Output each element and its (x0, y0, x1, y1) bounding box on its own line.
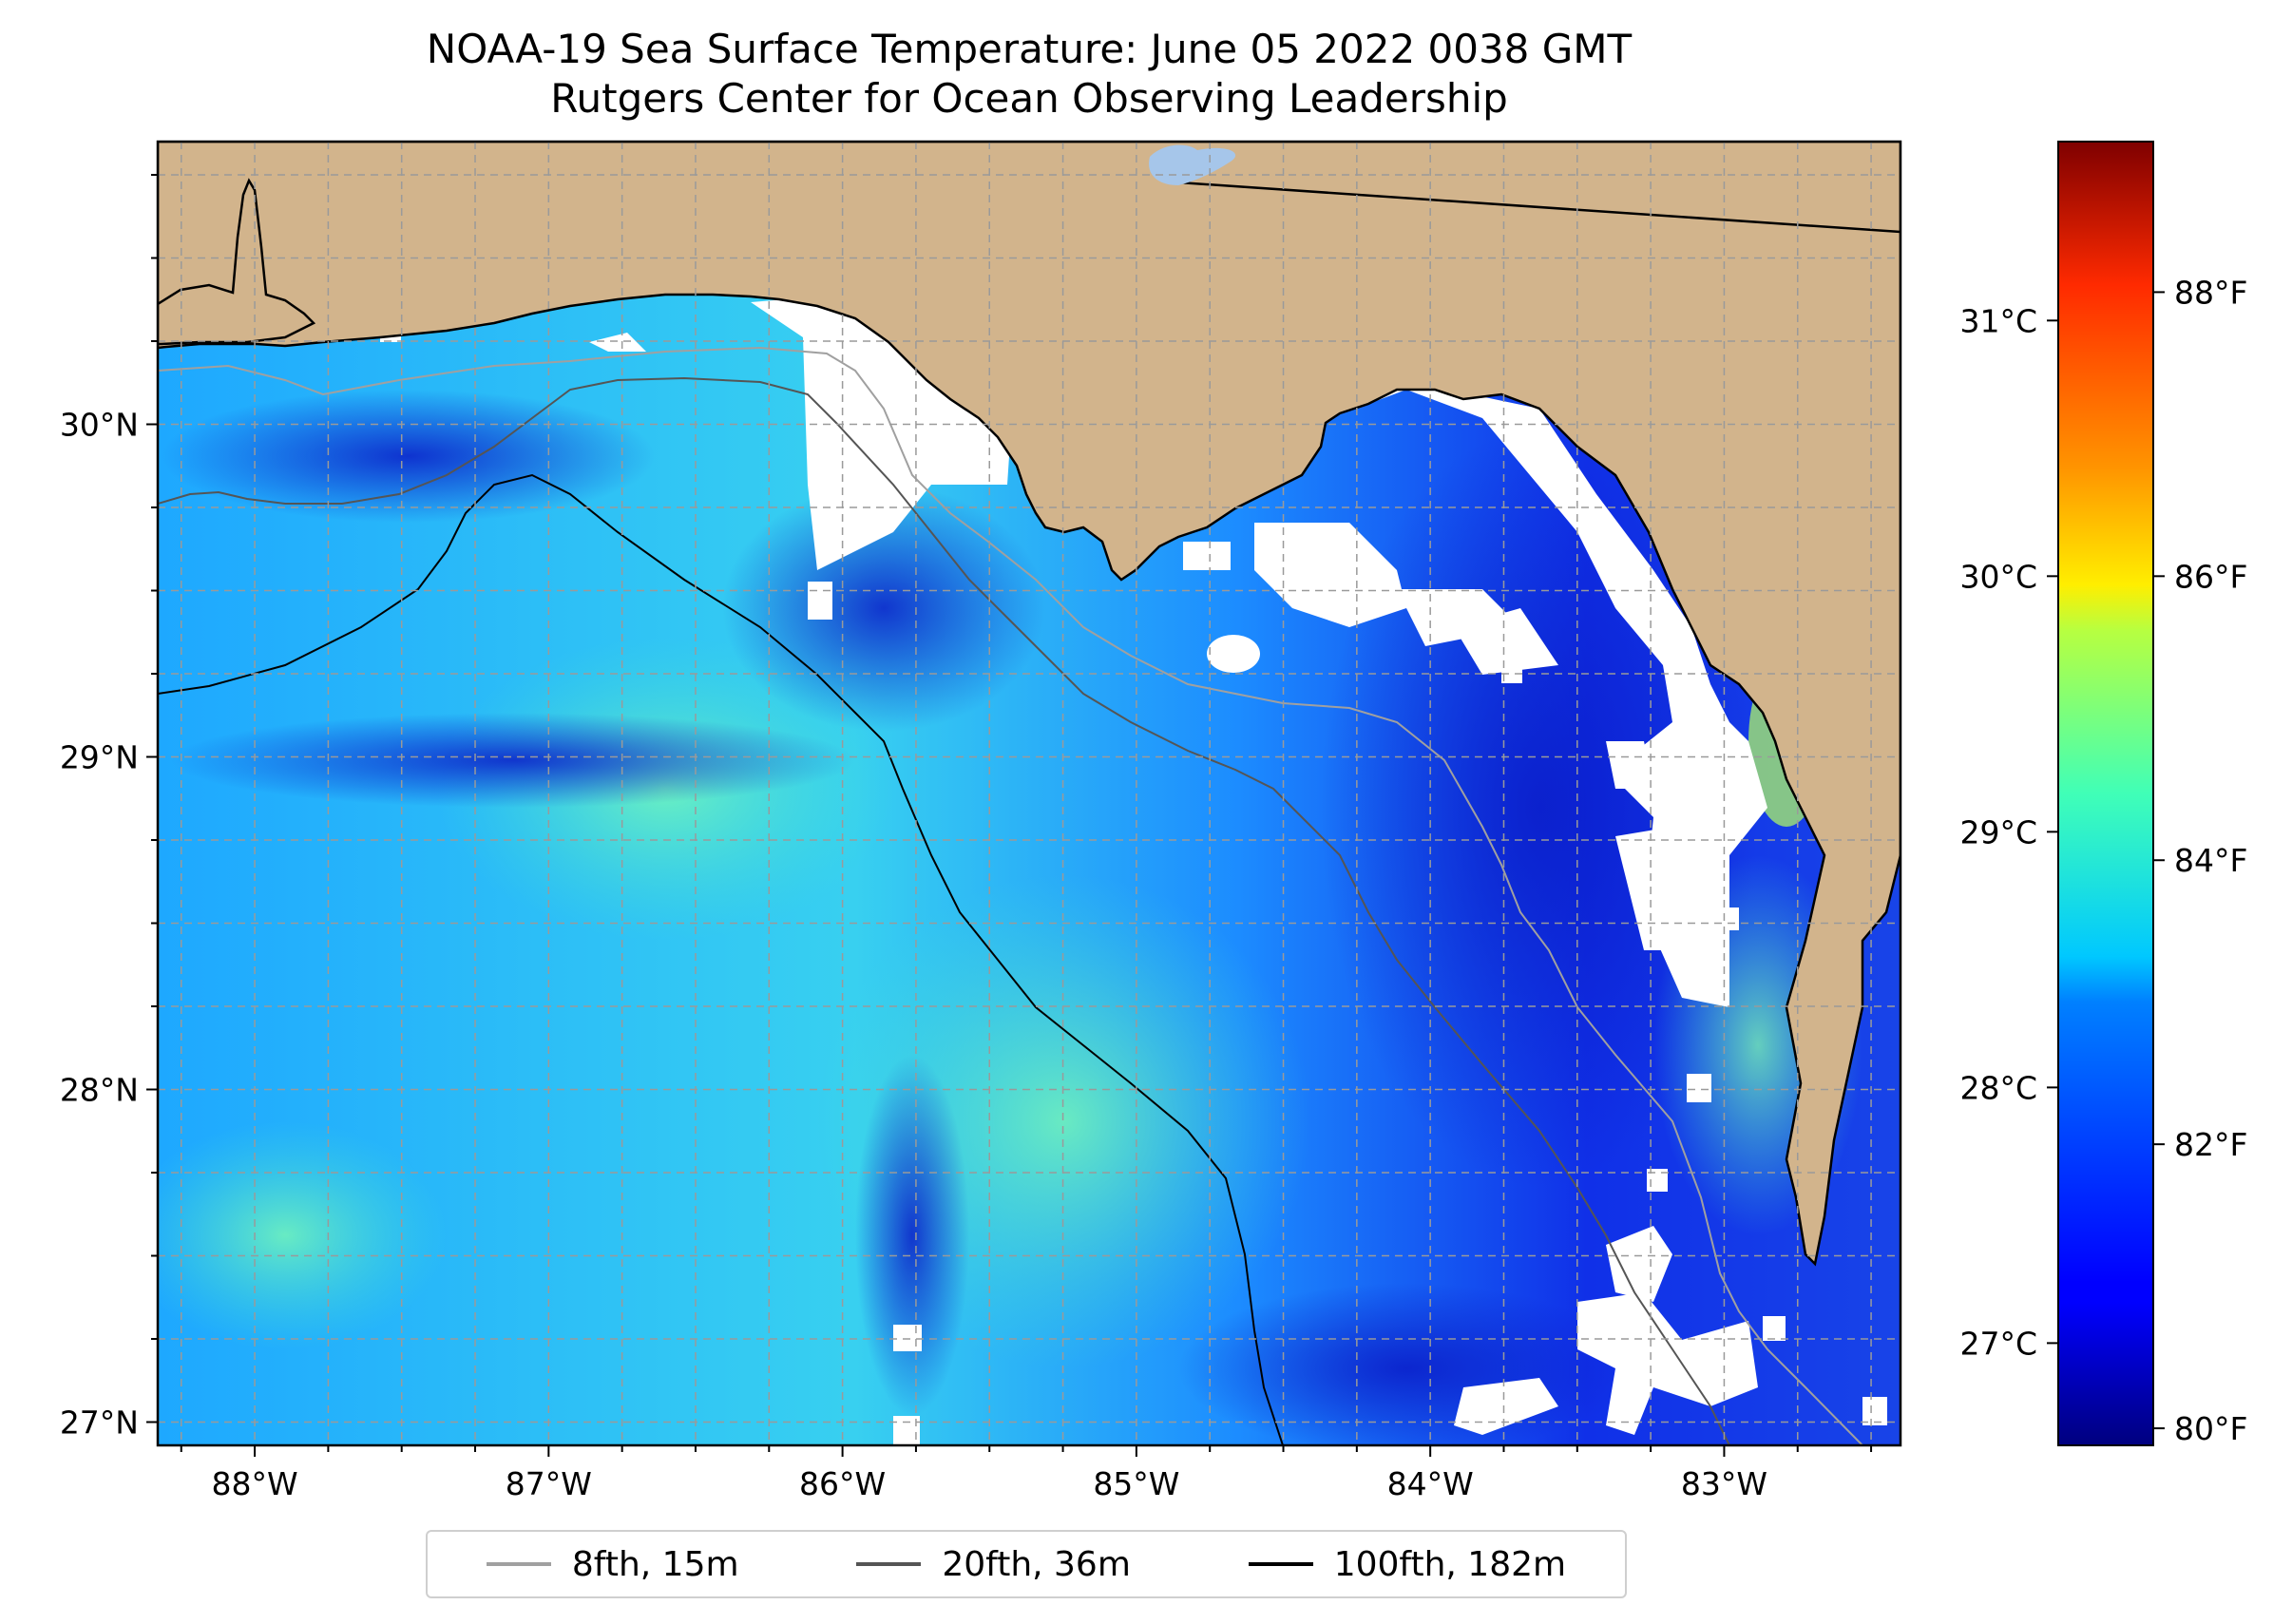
isobaths (158, 181, 1900, 1445)
legend-label: 8fth, 15m (571, 1544, 739, 1584)
celsius-tick-label: 28°C (1959, 1069, 2037, 1106)
cool-water-patch (722, 485, 1045, 732)
celsius-tick-label: 27°C (1959, 1325, 2037, 1362)
chart-subtitle: Rutgers Center for Ocean Observing Leade… (550, 75, 1508, 122)
fahrenheit-tick-label: 80°F (2174, 1410, 2247, 1447)
legend-line-swatch (856, 1562, 922, 1566)
celsius-tick-label: 29°C (1959, 813, 2037, 850)
fahrenheit-tick-label: 84°F (2174, 842, 2247, 879)
legend-item: 100fth, 182m (1248, 1544, 1567, 1584)
gridlines (158, 142, 1900, 1445)
fahrenheit-tick-label: 82°F (2174, 1126, 2247, 1163)
lat-tick-label: 29°N (60, 739, 139, 776)
lat-tick-label: 27°N (60, 1404, 139, 1442)
colorbar-celsius-axis: 27°C 28°C 29°C 30°C 31°C (1959, 302, 2058, 1362)
legend-label: 20fth, 36m (942, 1544, 1131, 1584)
colorbar-fahrenheit-axis: 80°F 82°F 84°F 86°F 88°F (2153, 274, 2247, 1447)
legend-label: 100fth, 182m (1333, 1544, 1567, 1584)
colorbar (2057, 141, 2154, 1446)
legend-item: 20fth, 36m (856, 1545, 1131, 1584)
warm-water-patch (158, 1121, 447, 1349)
cool-water-patch (162, 390, 656, 523)
map-frame (156, 140, 1902, 1447)
map-area (158, 142, 1900, 1445)
lon-tick-label: 83°W (1681, 1465, 1767, 1502)
cool-water-patch (171, 713, 855, 808)
cool-water-patch (1178, 1283, 1634, 1445)
fahrenheit-tick-label: 86°F (2174, 558, 2247, 595)
lat-tick-label: 28°N (60, 1072, 139, 1109)
chart-title: NOAA-19 Sea Surface Temperature: June 05… (426, 26, 1633, 72)
lon-tick-label: 87°W (506, 1465, 592, 1502)
celsius-tick-label: 30°C (1959, 558, 2037, 595)
lon-tick-label: 85°W (1093, 1465, 1179, 1502)
legend-line-swatch (1248, 1562, 1313, 1566)
cool-water-patch (855, 1055, 969, 1416)
legend-line-swatch (486, 1562, 551, 1566)
latitude-axis: 27°N 28°N 29°N 30°N (60, 174, 158, 1442)
lon-tick-label: 84°W (1387, 1465, 1474, 1502)
legend-item: 8fth, 15m (486, 1544, 739, 1584)
isobath-legend: 8fth, 15m 20fth, 36m 100fth, 182m (426, 1530, 1627, 1598)
fahrenheit-tick-label: 88°F (2174, 274, 2247, 311)
lon-tick-label: 86°W (799, 1465, 886, 1502)
longitude-axis: 88°W 87°W 86°W 85°W 84°W 83°W (180, 1445, 1873, 1502)
lon-tick-label: 88°W (211, 1465, 297, 1502)
land (158, 142, 1900, 1267)
lat-tick-label: 30°N (60, 407, 139, 444)
celsius-tick-label: 31°C (1959, 302, 2037, 339)
